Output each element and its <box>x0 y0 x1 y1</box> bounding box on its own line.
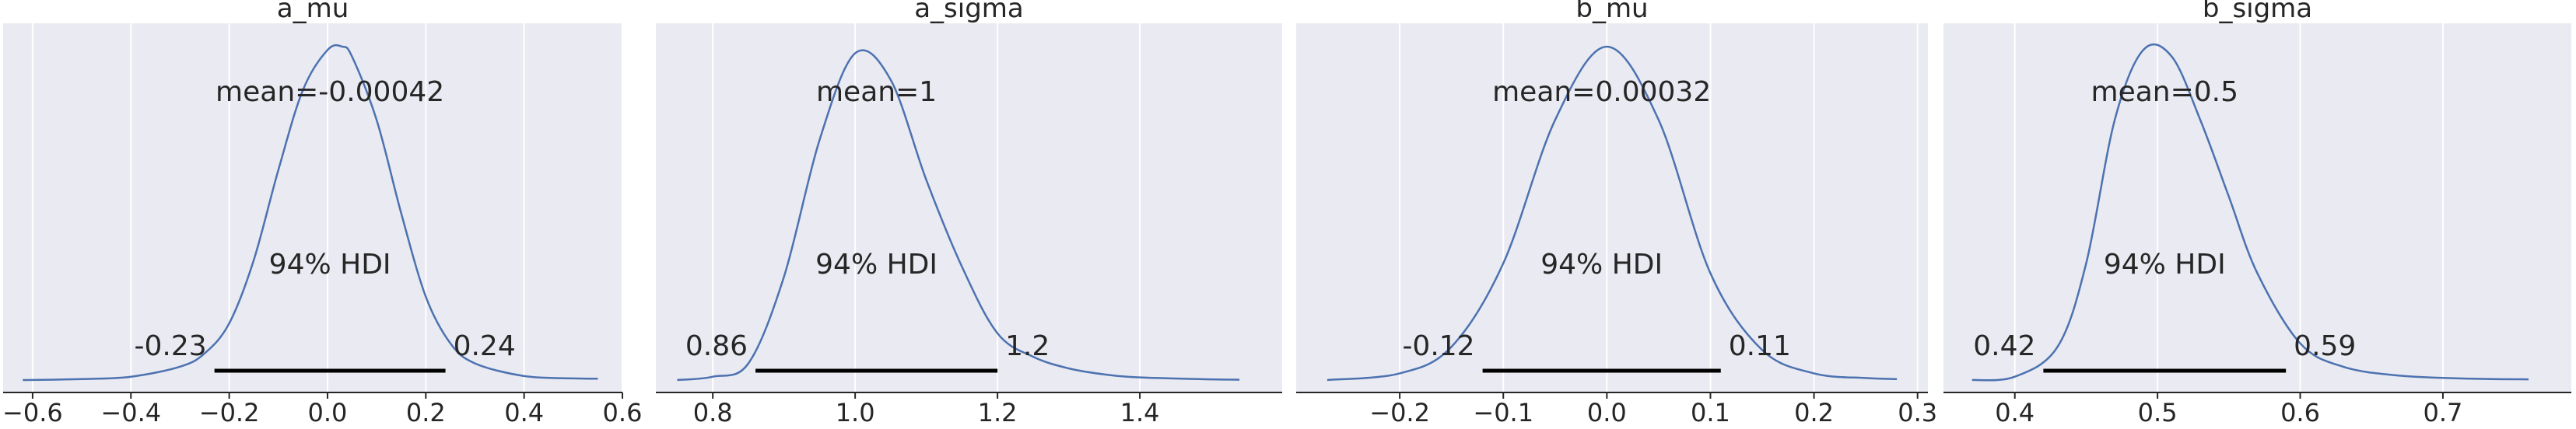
mean-label: mean=-0.00042 <box>216 76 444 108</box>
x-tick-label: 1.2 <box>978 398 1018 427</box>
hdi-upper-label: 0.59 <box>2294 330 2356 362</box>
x-tick-label: 0.4 <box>1995 398 2035 427</box>
x-tick-label: 1.0 <box>836 398 875 427</box>
x-tick-label: 0.6 <box>603 398 643 427</box>
mean-label: mean=0.00032 <box>1492 76 1711 108</box>
panel-title: a_sigma <box>914 0 1024 24</box>
x-tick-label: −0.4 <box>100 398 161 427</box>
x-tick-label: 0.7 <box>2423 398 2462 427</box>
x-tick-label: 0.1 <box>1691 398 1730 427</box>
x-tick-label: 0.4 <box>504 398 544 427</box>
mean-label: mean=0.5 <box>2091 76 2239 108</box>
density-curve <box>1327 45 1898 382</box>
panel-a_sigma: 0.8 1.0 1.2 1.4 a_sigma mean=1 94% HDI 0.86 1.2 <box>656 0 1282 427</box>
hdi-upper-label: 0.11 <box>1729 330 1791 362</box>
x-tick-label: 0.8 <box>693 398 733 427</box>
hdi-upper-label: 1.2 <box>1005 330 1050 362</box>
x-tick-label: −0.1 <box>1473 398 1533 427</box>
panel-title: b_mu <box>1575 0 1648 24</box>
x-tick-label: 1.4 <box>1120 398 1160 427</box>
panel-a_mu: −0.6 −0.4 −0.2 0.0 0.2 0.4 0.6 a_mu mean=-0.0004… <box>2 0 642 427</box>
x-tick-label: −0.2 <box>1369 398 1430 427</box>
hdi-label: 94% HDI <box>269 249 391 281</box>
x-tick-label: 0.2 <box>406 398 446 427</box>
axes-background <box>656 23 1282 392</box>
panel-title: a_mu <box>277 0 349 24</box>
x-tick-label: 0.0 <box>1587 398 1627 427</box>
x-tick-label: −0.2 <box>199 398 260 427</box>
hdi-lower-label: -0.23 <box>134 330 206 362</box>
axes-background <box>1943 23 2571 392</box>
x-tick-label: 0.0 <box>308 398 348 427</box>
panel-title: b_sigma <box>2203 0 2312 24</box>
x-tick-label: −0.6 <box>2 398 63 427</box>
hdi-label: 94% HDI <box>2104 249 2226 281</box>
x-tick-label: 0.3 <box>1898 398 1937 427</box>
hdi-upper-label: 0.24 <box>454 330 516 362</box>
panel-b_sigma: 0.4 0.5 0.6 0.7 b_sigma mean=0.5 94% HDI 0.42 0.… <box>1943 0 2571 427</box>
mean-label: mean=1 <box>816 76 937 108</box>
density-curve <box>677 49 1240 382</box>
hdi-label: 94% HDI <box>1540 249 1663 281</box>
hdi-lower-label: 0.86 <box>685 330 748 362</box>
hdi-lower-label: -0.12 <box>1402 330 1474 362</box>
density-curve <box>1971 43 2529 382</box>
panel-b_mu: −0.2 −0.1 0.0 0.1 0.2 0.3 b_mu mean=0.00032 94% … <box>1296 0 1937 427</box>
x-tick-label: 0.2 <box>1794 398 1834 427</box>
density-curve <box>23 44 598 382</box>
x-tick-label: 0.6 <box>2280 398 2320 427</box>
axes-background <box>1296 23 1928 392</box>
axes-background <box>3 23 622 392</box>
x-tick-label: 0.5 <box>2138 398 2178 427</box>
hdi-lower-label: 0.42 <box>1973 330 2035 362</box>
hdi-label: 94% HDI <box>815 249 938 281</box>
